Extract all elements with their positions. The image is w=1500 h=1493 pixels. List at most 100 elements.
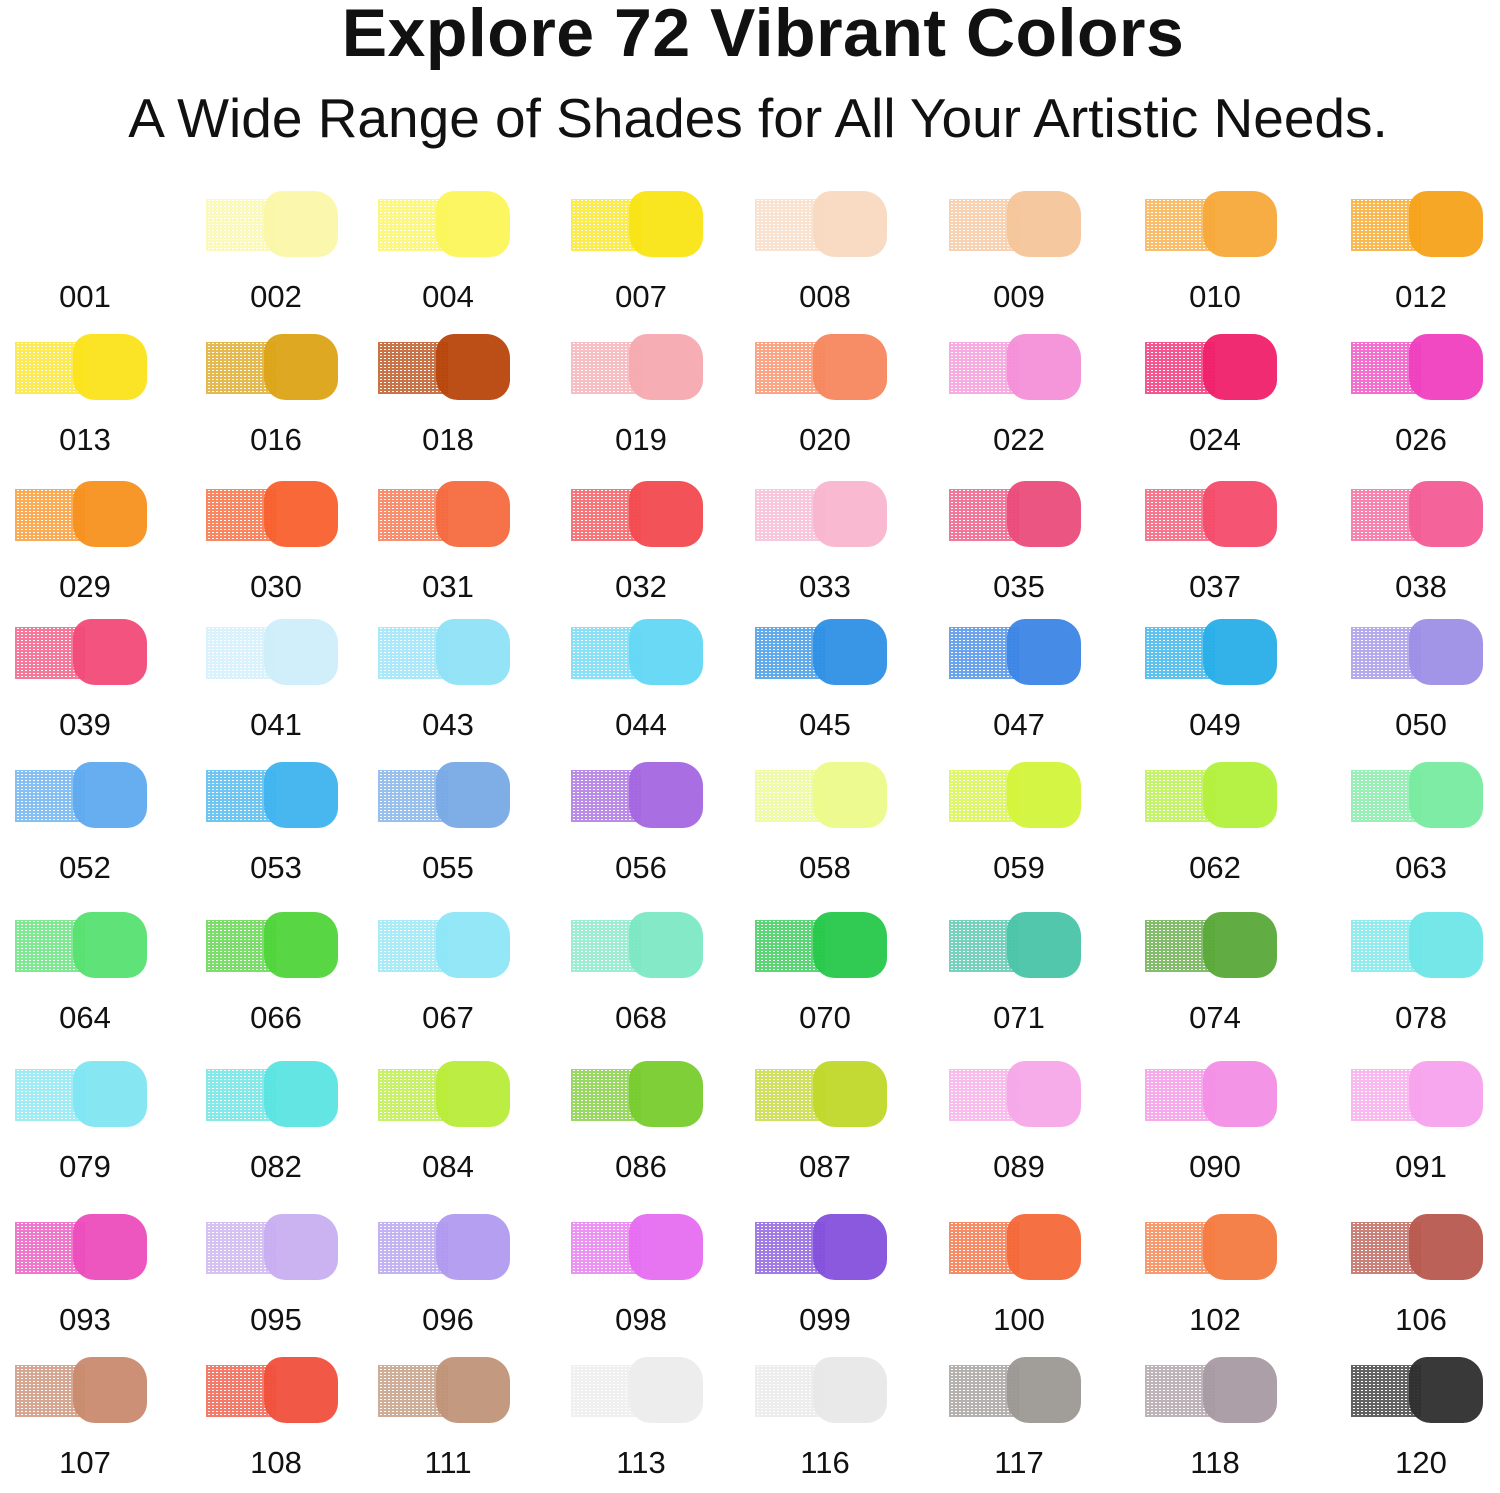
- swatch-sample: [1145, 908, 1285, 982]
- watercolor-wash: [264, 1357, 338, 1423]
- watercolor-wash: [1203, 481, 1277, 547]
- color-code-label: 010: [1189, 279, 1241, 314]
- color-swatch-052: 052: [5, 758, 165, 898]
- color-code-label: 055: [422, 850, 474, 885]
- swatch-sample: [378, 187, 518, 261]
- color-swatch-099: 099: [745, 1210, 905, 1350]
- watercolor-wash: [1409, 1061, 1483, 1127]
- swatch-sample: [378, 908, 518, 982]
- color-code-label: 018: [422, 422, 474, 457]
- watercolor-wash: [436, 1214, 510, 1280]
- color-swatch-020: 020: [745, 330, 905, 470]
- color-swatch-107: 107: [5, 1353, 165, 1493]
- color-code-label: 089: [993, 1149, 1045, 1184]
- color-code-label: 044: [615, 707, 667, 742]
- color-swatch-026: 026: [1341, 330, 1500, 470]
- swatch-sample: [949, 758, 1089, 832]
- color-code-label: 050: [1395, 707, 1447, 742]
- color-swatch-071: 071: [939, 908, 1099, 1048]
- color-code-label: 068: [615, 1000, 667, 1035]
- watercolor-wash: [1203, 912, 1277, 978]
- swatch-sample: [571, 758, 711, 832]
- swatch-sample: [571, 1057, 711, 1131]
- color-code-label: 019: [615, 422, 667, 457]
- color-code-label: 084: [422, 1149, 474, 1184]
- swatch-sample: [949, 1210, 1089, 1284]
- watercolor-wash: [629, 334, 703, 400]
- color-swatch-108: 108: [196, 1353, 356, 1493]
- watercolor-wash: [813, 191, 887, 257]
- swatch-sample: [15, 908, 155, 982]
- swatch-sample: [15, 758, 155, 832]
- page-title: Explore 72 Vibrant Colors: [341, 0, 1185, 71]
- watercolor-wash: [436, 912, 510, 978]
- swatch-sample: [378, 1210, 518, 1284]
- swatch-sample: [378, 615, 518, 689]
- watercolor-wash: [73, 481, 147, 547]
- swatch-sample: [571, 187, 711, 261]
- swatch-sample: [1351, 187, 1491, 261]
- color-swatch-050: 050: [1341, 615, 1500, 755]
- swatch-sample: [755, 330, 895, 404]
- color-swatch-078: 078: [1341, 908, 1500, 1048]
- color-swatch-118: 118: [1135, 1353, 1295, 1493]
- watercolor-wash: [264, 912, 338, 978]
- color-swatch-064: 064: [5, 908, 165, 1048]
- swatch-sample: [1351, 615, 1491, 689]
- color-code-label: 066: [250, 1000, 302, 1035]
- color-code-label: 043: [422, 707, 474, 742]
- color-swatch-007: 007: [561, 187, 721, 327]
- color-code-label: 026: [1395, 422, 1447, 457]
- color-swatch-117: 117: [939, 1353, 1099, 1493]
- color-swatch-093: 093: [5, 1210, 165, 1350]
- color-code-label: 029: [59, 569, 111, 604]
- page-subtitle: A Wide Range of Shades for All Your Arti…: [128, 87, 1388, 149]
- swatch-sample: [206, 1057, 346, 1131]
- swatch-sample: [1351, 477, 1491, 551]
- watercolor-wash: [1409, 191, 1483, 257]
- swatch-sample: [1351, 1057, 1491, 1131]
- color-swatch-031: 031: [368, 477, 528, 617]
- watercolor-wash: [1409, 1214, 1483, 1280]
- color-code-label: 024: [1189, 422, 1241, 457]
- color-swatch-009: 009: [939, 187, 1099, 327]
- watercolor-wash: [436, 1061, 510, 1127]
- color-swatch-022: 022: [939, 330, 1099, 470]
- color-code-label: 074: [1189, 1000, 1241, 1035]
- watercolor-wash: [629, 762, 703, 828]
- watercolor-wash: [1409, 619, 1483, 685]
- swatch-sample: [571, 1210, 711, 1284]
- watercolor-wash: [629, 191, 703, 257]
- watercolor-wash: [73, 1061, 147, 1127]
- color-code-label: 056: [615, 850, 667, 885]
- color-swatch-037: 037: [1135, 477, 1295, 617]
- color-swatch-070: 070: [745, 908, 905, 1048]
- watercolor-wash: [1007, 481, 1081, 547]
- color-swatch-035: 035: [939, 477, 1099, 617]
- color-swatch-098: 098: [561, 1210, 721, 1350]
- watercolor-wash: [629, 619, 703, 685]
- swatch-sample: [949, 615, 1089, 689]
- swatch-sample: [1351, 1353, 1491, 1427]
- watercolor-wash: [1203, 191, 1277, 257]
- swatch-sample: [206, 187, 346, 261]
- watercolor-wash: [264, 1061, 338, 1127]
- watercolor-wash: [1007, 1357, 1081, 1423]
- color-swatch-055: 055: [368, 758, 528, 898]
- color-swatch-059: 059: [939, 758, 1099, 898]
- color-code-label: 078: [1395, 1000, 1447, 1035]
- watercolor-wash: [73, 762, 147, 828]
- watercolor-wash: [436, 619, 510, 685]
- watercolor-wash: [436, 334, 510, 400]
- swatch-sample: [1145, 477, 1285, 551]
- color-code-label: 098: [615, 1302, 667, 1337]
- watercolor-wash: [1203, 1214, 1277, 1280]
- watercolor-wash: [73, 334, 147, 400]
- color-swatch-043: 043: [368, 615, 528, 755]
- color-swatch-012: 012: [1341, 187, 1500, 327]
- watercolor-wash: [813, 1214, 887, 1280]
- color-code-label: 045: [799, 707, 851, 742]
- color-code-label: 008: [799, 279, 851, 314]
- color-code-label: 002: [250, 279, 302, 314]
- swatch-sample: [1145, 1210, 1285, 1284]
